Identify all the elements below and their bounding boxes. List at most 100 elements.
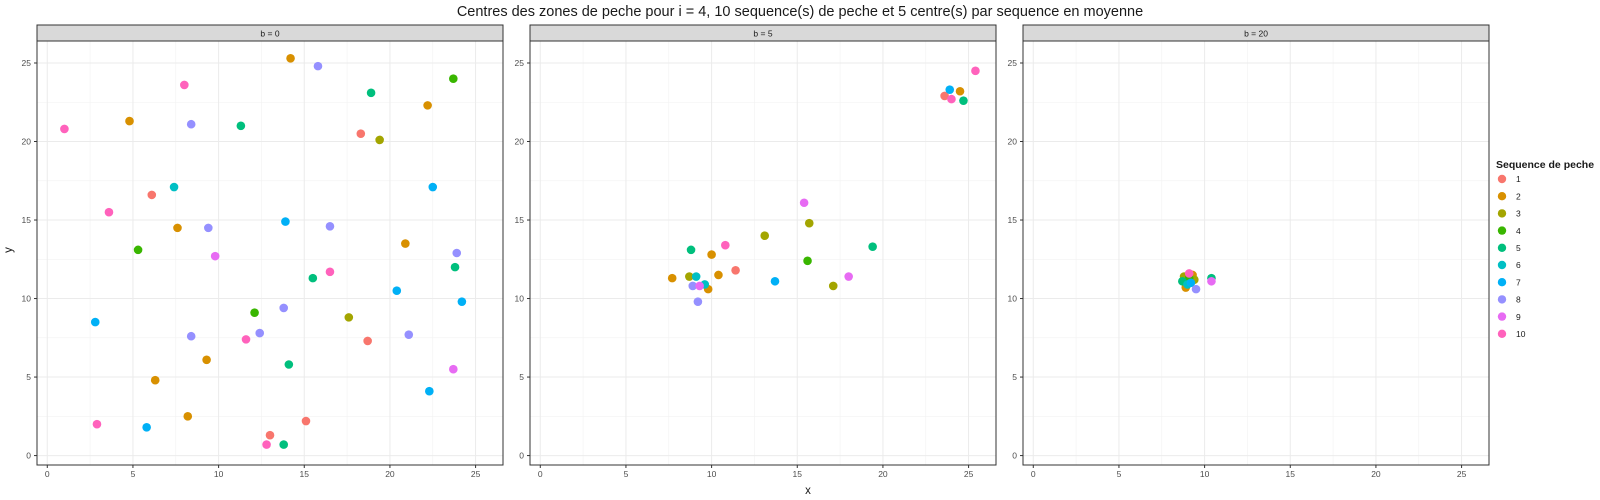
- legend-item: 5: [1497, 243, 1521, 253]
- data-point: [457, 297, 467, 306]
- x-tick-label: 20: [878, 469, 888, 479]
- panel-border: [1022, 40, 1490, 466]
- x-tick-label: 0: [1031, 469, 1036, 479]
- legend-key: [1497, 312, 1507, 321]
- data-point: [959, 96, 968, 105]
- y-tick-label: 0: [1012, 451, 1017, 461]
- x-tick-label: 25: [1457, 469, 1467, 479]
- data-point: [366, 88, 376, 98]
- data-point: [1184, 269, 1194, 278]
- x-tick-label: 15: [793, 469, 803, 479]
- y-tick-label: 10: [22, 294, 32, 304]
- data-point: [844, 272, 853, 281]
- legend-item: 2: [1497, 191, 1521, 201]
- data-point: [685, 272, 694, 281]
- plot-area: [1023, 41, 1489, 465]
- facet-strip-label: b = 5: [753, 29, 772, 39]
- legend-items: 1 2 3 4 5 6 7 8 9 10: [1497, 174, 1526, 339]
- x-tick-label: 5: [1117, 469, 1122, 479]
- legend-label: 2: [1516, 191, 1521, 201]
- data-point: [760, 231, 770, 241]
- data-point: [452, 248, 462, 258]
- data-point: [392, 286, 402, 295]
- data-point: [691, 272, 701, 281]
- data-point: [1191, 284, 1201, 294]
- data-point: [425, 386, 434, 396]
- y-tick-label: 25: [515, 58, 525, 68]
- data-point: [450, 262, 460, 272]
- x-tick-label: 5: [624, 469, 629, 479]
- data-point: [60, 124, 69, 134]
- legend-label: 5: [1516, 243, 1521, 253]
- data-point: [286, 53, 295, 63]
- data-point: [731, 265, 740, 275]
- data-point: [828, 281, 838, 291]
- panel-border: [529, 40, 997, 466]
- data-point: [971, 66, 980, 76]
- data-point: [279, 303, 289, 313]
- y-tick-label: 20: [515, 137, 525, 147]
- data-point: [449, 74, 458, 83]
- data-point: [125, 116, 134, 126]
- legend-item: 3: [1497, 209, 1521, 219]
- legend-item: 7: [1497, 277, 1521, 287]
- y-tick-label: 0: [26, 451, 31, 461]
- data-point: [770, 276, 780, 286]
- data-point: [180, 80, 189, 90]
- data-point: [183, 412, 193, 421]
- facet-strip-label: b = 20: [1244, 29, 1268, 39]
- data-point: [301, 416, 311, 426]
- facet-panel: b = 20 0 5 10 15 20 25 0 5 10 15 20 25: [1008, 24, 1490, 479]
- y-tick-label: 10: [515, 294, 525, 304]
- legend-label: 9: [1516, 312, 1521, 322]
- x-tick-label: 15: [1286, 469, 1296, 479]
- data-point: [150, 375, 160, 385]
- y-tick-label: 0: [519, 451, 524, 461]
- data-point: [667, 273, 677, 283]
- data-point: [281, 217, 290, 226]
- x-tick-label: 10: [707, 469, 717, 479]
- facet-panel: b = 5 0 5 10 15 20 25 0 5 10 15 20 25: [515, 24, 997, 479]
- legend: Sequence de peche 1 2 3 4 5 6 7 8 9 10: [1496, 159, 1594, 339]
- chart-title: Centres des zones de peche pour i = 4, 1…: [457, 4, 1143, 20]
- data-point: [868, 242, 877, 252]
- data-point: [90, 317, 100, 327]
- facet-panels: b = 0 0 5 10 15 20 25 0 5 10 15 20 25 b = 5 0 5 10 15 20 25…: [22, 24, 1490, 479]
- y-tick-label: 10: [1008, 294, 1018, 304]
- data-point: [241, 335, 251, 344]
- data-point: [721, 240, 730, 250]
- data-point: [423, 101, 432, 110]
- legend-label: 4: [1516, 226, 1521, 236]
- y-axis-label: y: [3, 247, 15, 253]
- data-point: [186, 331, 196, 341]
- data-point: [308, 273, 318, 283]
- data-point: [356, 129, 366, 138]
- x-tick-label: 0: [538, 469, 543, 479]
- legend-label: 7: [1516, 277, 1521, 287]
- y-tick-label: 15: [22, 215, 32, 225]
- data-point: [695, 281, 704, 291]
- data-point: [707, 250, 716, 259]
- x-tick-label: 20: [1371, 469, 1381, 479]
- y-tick-label: 5: [519, 372, 524, 382]
- legend-item: 10: [1497, 329, 1526, 339]
- y-tick-label: 15: [515, 215, 525, 225]
- data-point: [169, 182, 179, 192]
- x-tick-label: 20: [385, 469, 395, 479]
- legend-label: 1: [1516, 174, 1521, 184]
- data-point: [236, 121, 246, 131]
- facet-panel: b = 0 0 5 10 15 20 25 0 5 10 15 20 25: [22, 24, 504, 479]
- data-point: [173, 223, 182, 233]
- legend-title: Sequence de peche: [1496, 159, 1594, 171]
- data-point: [284, 360, 294, 369]
- legend-key: [1497, 243, 1507, 252]
- legend-key: [1497, 209, 1507, 218]
- data-point: [325, 267, 335, 277]
- data-point: [147, 190, 157, 200]
- plot-area: [530, 41, 996, 465]
- plot-area: [37, 41, 503, 465]
- legend-key: [1497, 329, 1507, 338]
- data-point: [714, 270, 723, 280]
- data-point: [202, 355, 211, 365]
- x-tick-label: 5: [131, 469, 136, 479]
